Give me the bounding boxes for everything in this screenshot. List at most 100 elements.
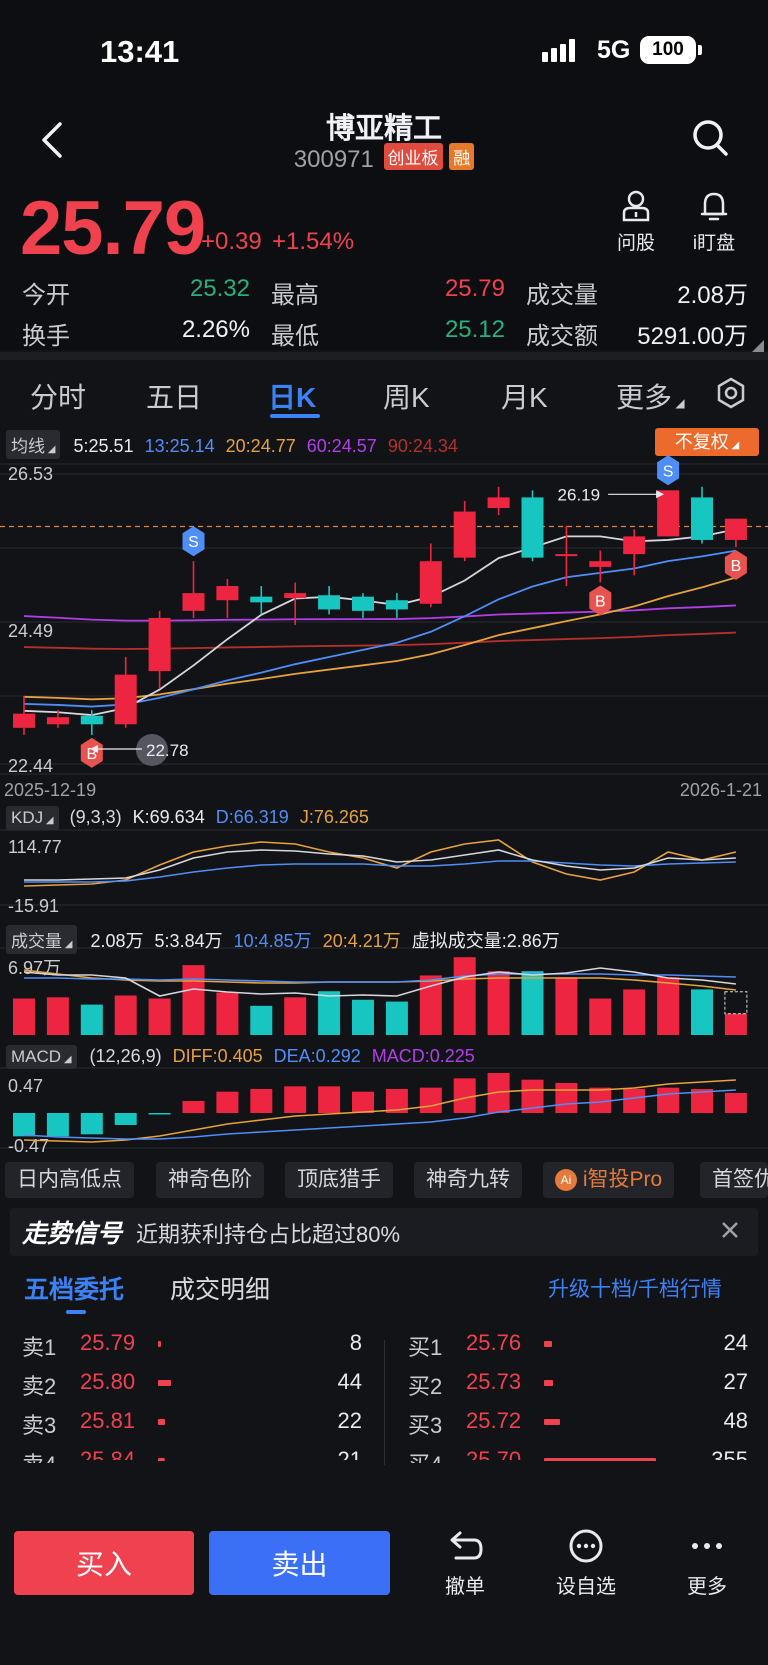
- cancel-order-button[interactable]: 撤单: [425, 1528, 505, 1599]
- buy-level-volume-bar: [544, 1419, 560, 1425]
- chip-top-bottom-hunter[interactable]: 顶底猎手: [285, 1162, 393, 1198]
- add-watchlist-label: 设自选: [556, 1576, 616, 1598]
- buy-button[interactable]: 买入: [14, 1531, 194, 1595]
- ma-selector-button[interactable]: 均线 ◢: [6, 430, 61, 459]
- buy-order-row[interactable]: 买4 25.70 355: [408, 1447, 748, 1481]
- candle-body: [623, 536, 646, 555]
- watch-button[interactable]: i盯盘: [674, 190, 754, 255]
- macd-value: MACD:0.225: [371, 1046, 475, 1066]
- search-icon[interactable]: [690, 118, 730, 158]
- sell-order-row[interactable]: 卖2 25.80 44: [22, 1369, 362, 1403]
- candle-body: [657, 490, 680, 537]
- buy-level-volume: 355: [711, 1447, 748, 1472]
- volume-indicator-row: 成交量 ◢ 2.08万 5:3.84万 10:4.85万 20:4.21万 虚拟…: [6, 925, 560, 954]
- buy-order-row[interactable]: 买2 25.73 27: [408, 1369, 748, 1403]
- buy-level-volume: 24: [723, 1330, 748, 1355]
- chip-intraday-high-low[interactable]: 日内高低点: [5, 1162, 134, 1198]
- chip-ai-pro[interactable]: Ai i智投Pro: [543, 1162, 675, 1198]
- kline-chart[interactable]: B S B S B 26.19 22.78 26.53 24.49 22.44 2025-12-19…: [0, 0, 768, 1160]
- tab-more[interactable]: 更多 ◢: [616, 382, 685, 413]
- add-watchlist-button[interactable]: 设自选: [546, 1528, 626, 1599]
- tab-intraday[interactable]: 分时: [30, 382, 87, 413]
- trend-signal-bar[interactable]: [10, 1208, 758, 1256]
- signal-badge-b: [589, 585, 612, 616]
- chip-color-scale[interactable]: 神奇色阶: [156, 1162, 264, 1198]
- chip-first-sign[interactable]: 首签优: [700, 1162, 768, 1198]
- turnover-value: 2.26%: [181, 316, 250, 343]
- sell-button[interactable]: 卖出: [209, 1531, 390, 1595]
- sell-order-row[interactable]: 卖1 25.79 8: [22, 1330, 362, 1364]
- price-change: +0.39: [201, 228, 262, 255]
- volume-bar: [284, 997, 307, 1035]
- chip-nine-turns[interactable]: 神奇九转: [414, 1162, 522, 1198]
- sell-level-volume: 44: [337, 1369, 362, 1394]
- ma60-value: 60:24.57: [306, 436, 377, 456]
- virtual-volume: 虚拟成交量:2.86万: [411, 931, 560, 951]
- tab-active-indicator: [270, 414, 320, 418]
- buy-order-row[interactable]: 买1 25.76 24: [408, 1330, 748, 1364]
- adjust-selector-button[interactable]: 不复权 ◢: [655, 428, 759, 456]
- date-end-label: 2026-1-21: [680, 780, 762, 800]
- ask-stock-label: 问股: [616, 233, 655, 254]
- macd-histogram-bar: [318, 1086, 341, 1113]
- candle-body: [385, 600, 408, 610]
- watch-label: i盯盘: [692, 233, 736, 254]
- macd-y-bottom-label: -0.47: [8, 1136, 49, 1156]
- candle-body: [13, 713, 35, 728]
- tab-more-label: 更多: [616, 382, 673, 413]
- candle-body: [114, 674, 137, 725]
- signal-badge-label: B: [86, 746, 97, 763]
- kdj-selector-button[interactable]: KDJ ◢: [6, 806, 59, 830]
- max-arrow-head: [656, 490, 665, 499]
- price-change-pct: +1.54%: [272, 228, 355, 255]
- close-icon[interactable]: [720, 1220, 740, 1240]
- stock-code-line: 300971 创业板 融: [0, 143, 768, 174]
- margin-tag: 融: [449, 143, 475, 170]
- more-button[interactable]: 更多: [667, 1528, 747, 1599]
- back-arrow-icon[interactable]: [38, 120, 68, 160]
- ma20-line: [23, 576, 737, 701]
- sell-level-volume: 22: [337, 1408, 362, 1433]
- ask-person-icon: [622, 190, 650, 222]
- candle-body: [148, 617, 171, 672]
- upgrade-level2-link[interactable]: 升级十档/千档行情: [548, 1278, 722, 1301]
- min-arrow-head: [90, 745, 98, 753]
- sell-level-label: 卖1: [22, 1335, 57, 1360]
- vol10-value: 10:4.85万: [233, 931, 312, 951]
- candle-body: [182, 593, 205, 611]
- volume-ma10-line: [24, 973, 736, 983]
- signal-badge-s: [657, 455, 680, 486]
- sell-level-volume: 8: [349, 1330, 362, 1355]
- divider: [0, 352, 768, 360]
- volume-bar: [352, 999, 374, 1035]
- sell-level-volume-bar: [158, 1458, 165, 1461]
- macd-histogram-bar: [521, 1079, 544, 1113]
- more-label: 更多: [687, 1576, 727, 1598]
- tab-daily-k[interactable]: 日K: [268, 382, 317, 413]
- macd-btn-label: MACD: [11, 1047, 62, 1066]
- buy-order-row[interactable]: 买3 25.72 48: [408, 1408, 748, 1442]
- ma5-line: [23, 528, 737, 716]
- candle-body: [318, 595, 341, 610]
- sell-order-row[interactable]: 卖3 25.81 22: [22, 1408, 362, 1442]
- candle-body: [352, 596, 374, 611]
- volume-bar: [250, 1005, 273, 1035]
- ma90-line: [23, 631, 736, 650]
- tab-five-day[interactable]: 五日: [146, 382, 203, 413]
- candle-body: [80, 715, 103, 725]
- tab-weekly-k[interactable]: 周K: [383, 382, 430, 413]
- volume-selector-button[interactable]: 成交量 ◢: [6, 925, 78, 954]
- tab-trade-details[interactable]: 成交明细: [170, 1276, 271, 1304]
- macd-selector-button[interactable]: MACD ◢: [6, 1045, 77, 1069]
- ask-stock-button[interactable]: 问股: [596, 190, 676, 255]
- volume-bar: [13, 998, 35, 1035]
- orderbook-tab-indicator: [66, 1310, 86, 1314]
- tab-monthly-k[interactable]: 月K: [501, 382, 548, 413]
- expand-corner-icon[interactable]: [752, 340, 764, 352]
- tab-five-level-orders[interactable]: 五档委托: [24, 1276, 125, 1304]
- volume-bar: [80, 1004, 103, 1035]
- settings-hexagon-icon[interactable]: [714, 376, 748, 410]
- sell-order-row[interactable]: 卖4 25.84 21: [22, 1447, 362, 1481]
- volume-bar: [46, 997, 69, 1035]
- vol-value: 2.08万: [90, 931, 144, 951]
